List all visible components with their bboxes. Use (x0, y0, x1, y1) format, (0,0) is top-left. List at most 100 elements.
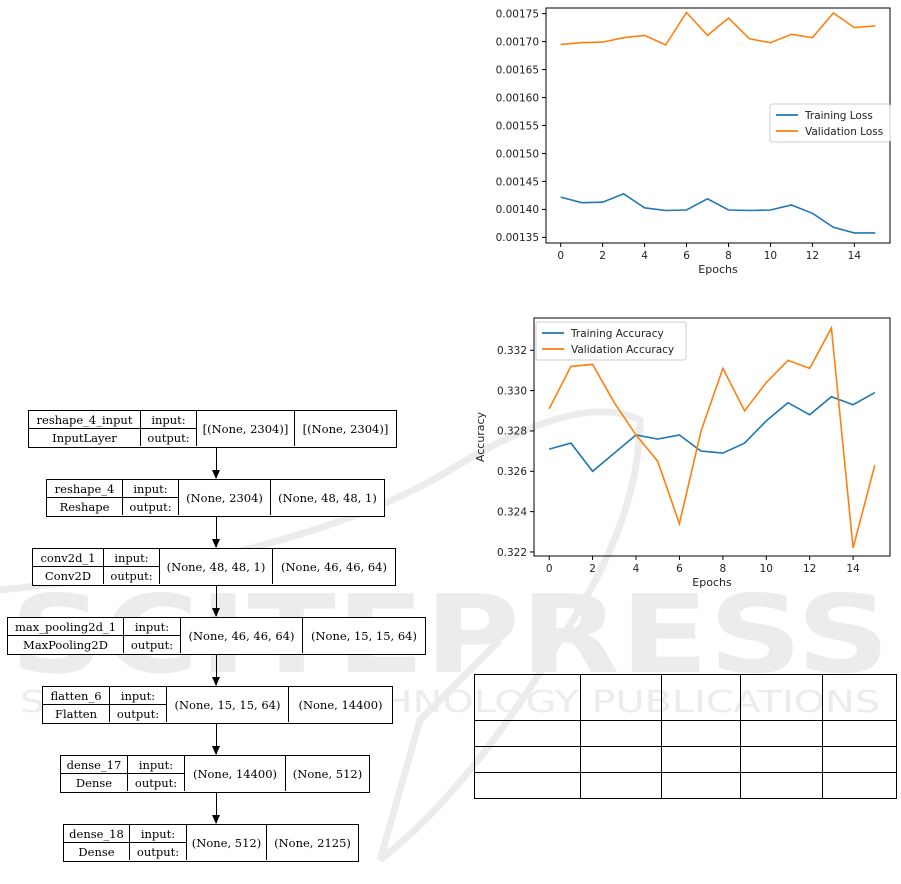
table-cell (740, 720, 824, 747)
x-tick-label: 12 (806, 250, 819, 262)
x-tick-label: 4 (633, 563, 640, 575)
table-cell (474, 720, 581, 747)
output-label: output: (104, 567, 160, 584)
table-row (474, 720, 897, 747)
input-label: input: (141, 411, 197, 429)
x-tick-label: 2 (589, 563, 596, 575)
x-tick-label: 10 (764, 250, 777, 262)
layer-name: dense_17 (61, 756, 128, 774)
input-label: input: (123, 480, 179, 498)
legend-label: Validation Loss (805, 126, 883, 138)
output-shape: (None, 512) (292, 766, 363, 781)
table-cell (660, 674, 742, 721)
layer-name: max_pooling2d_1 (8, 618, 124, 636)
table-cell (660, 720, 742, 747)
x-tick-label: 6 (676, 563, 683, 575)
connector-arrow (212, 585, 220, 617)
output-label: output: (141, 429, 197, 446)
x-tick-label: 0 (546, 563, 553, 575)
input-shape: [(None, 2304)] (197, 411, 295, 446)
input-label: input: (110, 687, 167, 705)
connector-arrow (212, 516, 220, 548)
y-tick-label: 0.00160 (496, 92, 539, 104)
table-cell (579, 772, 662, 799)
layer-type: Flatten (43, 705, 110, 722)
layer-node-flatten-6: flatten_6 Flatten input: output: (None, … (42, 686, 393, 724)
input-shape: (None, 46, 46, 64) (181, 618, 303, 653)
table-row (474, 674, 897, 721)
layer-node-max-pooling2d-1: max_pooling2d_1 MaxPooling2D input: outp… (7, 617, 426, 655)
x-tick-label: 14 (848, 250, 862, 262)
x-tick-label: 6 (683, 250, 690, 262)
input-label: input: (104, 549, 160, 567)
table-cell (579, 746, 662, 773)
output-shape: [(None, 2304)] (302, 421, 389, 436)
table-cell (660, 746, 742, 773)
layer-name: reshape_4_input (29, 411, 141, 429)
table-cell (740, 674, 824, 721)
table-cell (474, 772, 581, 799)
layer-type: Reshape (47, 498, 123, 515)
legend-box (535, 321, 687, 361)
table-cell (740, 746, 824, 773)
output-label: output: (123, 498, 179, 515)
y-axis-label: Accuracy (474, 411, 487, 462)
layer-node-dense-18: dense_18 Dense input: output: (None, 512… (63, 824, 359, 862)
table-cell (660, 772, 742, 799)
output-shape: (None, 48, 48, 1) (278, 490, 377, 505)
y-tick-label: 0.00135 (496, 232, 539, 244)
y-tick-label: 0.328 (497, 426, 527, 438)
x-tick-label: 8 (720, 563, 727, 575)
series-line-0 (548, 391, 876, 473)
layer-type: Dense (61, 774, 128, 791)
table-row (474, 746, 897, 773)
table-cell (740, 772, 824, 799)
x-tick-label: 8 (725, 250, 732, 262)
output-shape: (None, 2125) (274, 835, 351, 850)
x-tick-label: 4 (641, 250, 648, 262)
input-label: input: (130, 825, 187, 843)
legend-box (769, 103, 891, 143)
y-tick-label: 0.326 (497, 466, 527, 478)
table-cell (474, 746, 581, 773)
output-shape: (None, 15, 15, 64) (310, 628, 417, 643)
table-cell (822, 772, 897, 799)
legend-label: Training Loss (804, 110, 873, 122)
output-label: output: (110, 705, 167, 722)
series-line-1 (548, 325, 876, 549)
series-line-1 (560, 11, 876, 46)
layer-node-dense-17: dense_17 Dense input: output: (None, 144… (60, 755, 370, 793)
accuracy-chart: 0 2 4 6 8 10 12 14 0.322 0.324 0.326 0.328 0.330 0.33… (470, 310, 895, 595)
x-axis-label: Epochs (692, 576, 732, 589)
table-cell (579, 674, 662, 721)
output-shape: (None, 46, 46, 64) (280, 559, 387, 574)
input-shape: (None, 2304) (179, 480, 271, 515)
y-tick-label: 0.324 (497, 506, 527, 518)
x-tick-label: 12 (803, 563, 816, 575)
layer-name: flatten_6 (43, 687, 110, 705)
y-tick-label: 0.322 (497, 547, 527, 559)
layer-node-reshape-4: reshape_4 Reshape input: output: (None, … (46, 479, 385, 517)
x-tick-label: 0 (557, 250, 564, 262)
connector-arrow (212, 723, 220, 755)
y-tick-label: 0.00155 (496, 120, 539, 132)
table-cell (579, 720, 662, 747)
layer-name: reshape_4 (47, 480, 123, 498)
input-shape: (None, 14400) (185, 756, 286, 791)
input-shape: (None, 48, 48, 1) (160, 549, 273, 584)
y-tick-label: 0.00150 (496, 148, 539, 160)
output-label: output: (130, 843, 187, 860)
layer-node-conv2d-1: conv2d_1 Conv2D input: output: (None, 48… (32, 548, 396, 586)
y-tick-label: 0.332 (497, 345, 527, 357)
y-tick-label: 0.00170 (496, 36, 539, 48)
input-label: input: (124, 618, 181, 636)
layer-type: Dense (64, 843, 130, 860)
plot-frame (533, 317, 891, 557)
y-tick-label: 0.00145 (496, 176, 539, 188)
legend-label: Validation Accuracy (571, 344, 674, 356)
x-tick-label: 2 (599, 250, 606, 262)
connector-arrow (212, 792, 220, 824)
connector-arrow (212, 654, 220, 686)
input-label: input: (128, 756, 185, 774)
input-shape: (None, 512) (187, 825, 267, 860)
